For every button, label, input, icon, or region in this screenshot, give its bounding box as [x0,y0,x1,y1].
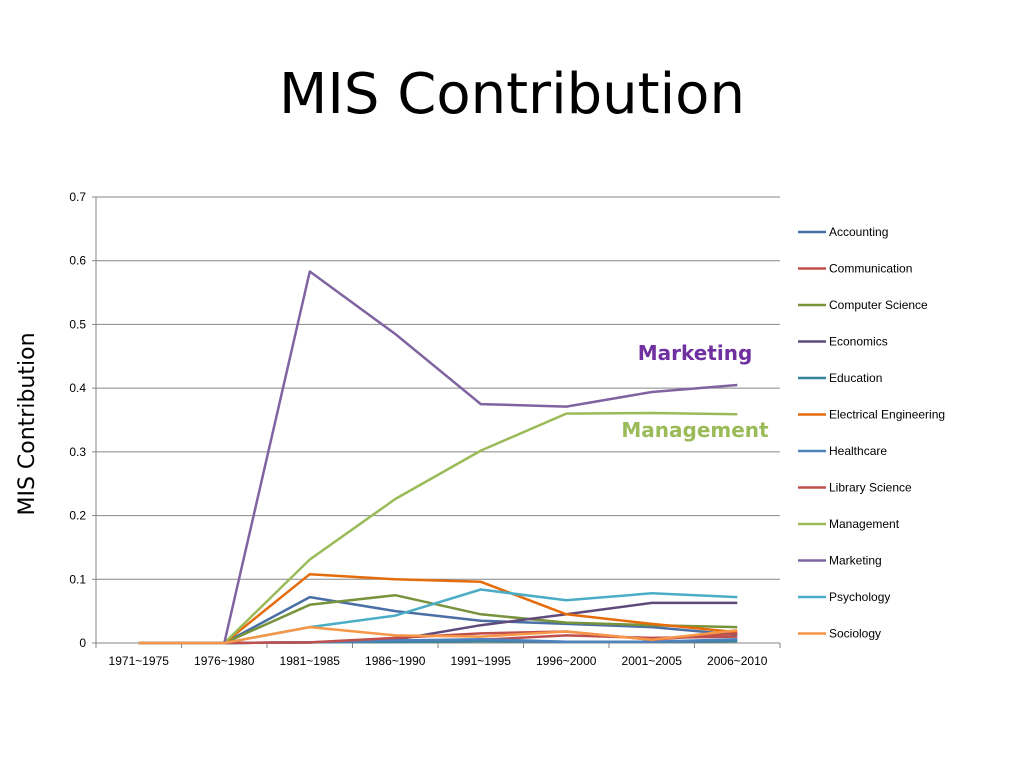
annotation-marketing: Marketing [638,341,753,365]
series-line-electrical-engineering [138,572,738,645]
x-tick-label: 2001~2005 [622,654,683,668]
legend-entry: Economics [829,335,888,349]
y-tick-label: 0.3 [69,445,86,459]
y-tick-label: 0 [79,636,86,650]
annotations: Marketing Management [621,341,769,442]
legend-entry: Accounting [829,225,888,239]
x-tick-label: 2006~2010 [707,654,768,668]
x-tick-label: 1981~1985 [280,654,341,668]
series-lines [138,270,738,645]
y-axis-label: MIS Contribution [15,332,40,515]
x-tick-label: 1991~1995 [451,654,512,668]
y-tick-label: 0.6 [69,254,86,268]
legend-entry: Communication [829,262,912,276]
series-line-sociology [138,625,738,645]
legend-entry: Education [829,371,882,385]
y-tick-label: 0.1 [69,572,86,586]
legend-entry: Library Science [829,481,912,495]
grid-lines [96,196,780,580]
legend-entry: Healthcare [829,444,887,458]
legend-entry: Computer Science [829,298,928,312]
slide-title: MIS Contribution [279,62,745,127]
legend-entry: Electrical Engineering [829,408,945,422]
legend-entry: Sociology [829,627,881,641]
y-tick-label: 0.2 [69,509,86,523]
y-tick-label: 0.4 [69,381,86,395]
legend: Accounting Communication Computer Science E… [798,225,945,641]
x-tick-label: 1971~1975 [109,654,170,668]
x-tick-label: 1996~2000 [536,654,597,668]
annotation-management: Management [621,418,769,442]
axes: 0 0.1 0.2 0.3 0.4 0.5 0.6 0.7 1971~1975 1976~1980… [69,190,781,668]
y-tick-label: 0.7 [69,190,86,204]
legend-entry: Marketing [829,554,882,568]
legend-entry: Psychology [829,590,890,604]
x-tick-label: 1986~1990 [365,654,426,668]
series-line-computer-science [138,593,738,645]
series-line-marketing [138,270,738,645]
x-tick-label: 1976~1980 [194,654,255,668]
legend-entry: Management [829,517,900,531]
series-line-management [138,411,738,645]
y-tick-label: 0.5 [69,317,86,331]
